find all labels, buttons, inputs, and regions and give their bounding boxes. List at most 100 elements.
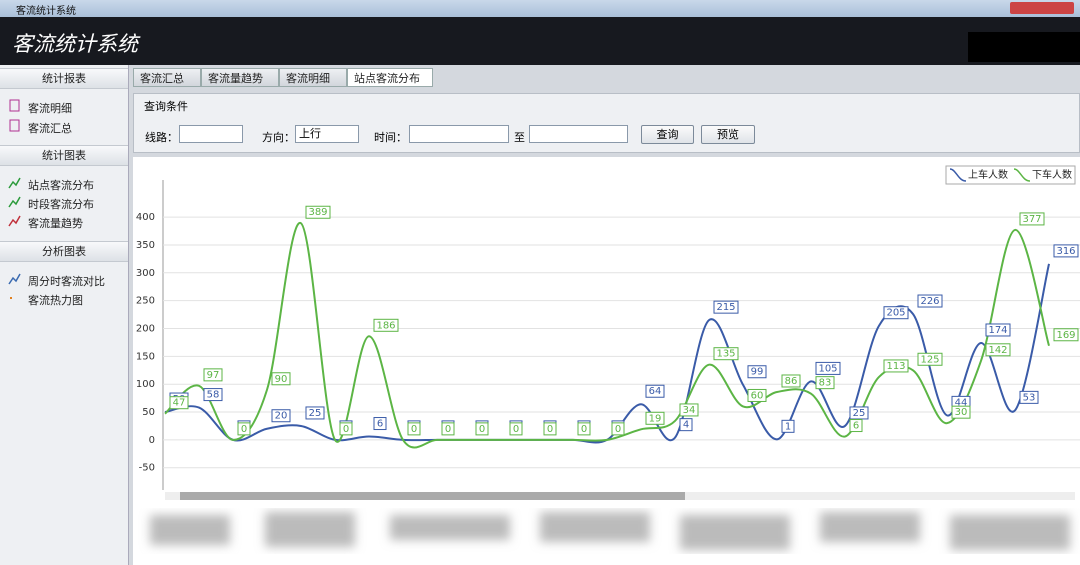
tab-active[interactable]: 站点客流分布	[347, 68, 433, 87]
data-label: 0	[441, 422, 455, 436]
data-label-box	[543, 422, 557, 436]
direction-select[interactable]: 上行	[295, 125, 359, 143]
data-label-text: 6	[853, 421, 859, 432]
data-label-text: 4	[683, 420, 689, 431]
data-label-box	[611, 422, 625, 436]
data-label-box	[645, 384, 665, 398]
field-label: 时间：	[374, 131, 407, 144]
line-select[interactable]	[179, 125, 243, 143]
time-start[interactable]	[409, 125, 509, 143]
data-label: 0	[543, 422, 557, 436]
data-label: 86	[781, 374, 801, 388]
data-label-box	[883, 359, 909, 373]
window-title: 客流统计系统	[16, 6, 76, 17]
data-label: 4	[679, 418, 693, 432]
data-label: 105	[815, 361, 841, 375]
data-label: 58	[203, 388, 223, 402]
app-title: 客流统计系统	[12, 32, 138, 56]
data-label-box	[849, 406, 869, 420]
nav-item[interactable]: 客流量趋势	[28, 217, 83, 230]
data-label: 0	[407, 422, 421, 436]
scroll-thumb[interactable]	[180, 492, 685, 500]
data-label: 25	[305, 406, 325, 420]
nav-item[interactable]: 站点客流分布	[28, 179, 94, 192]
series-line	[164, 222, 1050, 449]
data-label-text: 60	[751, 390, 764, 401]
data-label: 64	[645, 384, 665, 398]
data-label-text: 34	[683, 405, 696, 416]
data-label-text: 174	[988, 325, 1007, 336]
data-label-box	[305, 205, 331, 219]
nav-item[interactable]: 时段客流分布	[28, 198, 94, 211]
data-label: 135	[713, 347, 739, 361]
tab[interactable]: 客流明细	[279, 68, 347, 87]
data-label-text: 44	[955, 397, 968, 408]
data-label-box	[475, 422, 489, 436]
data-label-text: 0	[615, 424, 621, 435]
data-label-text: 389	[308, 207, 327, 218]
group-header[interactable]: 分析图表	[0, 241, 128, 262]
group-header[interactable]: 统计报表	[0, 68, 128, 89]
data-label-text: 226	[920, 296, 939, 307]
data-label-text: 25	[853, 408, 866, 419]
group-header[interactable]: 统计图表	[0, 145, 128, 166]
data-label: 226	[917, 294, 943, 308]
data-label-text: 0	[343, 424, 349, 435]
data-label-box	[1053, 244, 1079, 258]
data-label-text: 53	[1023, 392, 1036, 403]
data-label-text: 125	[920, 354, 939, 365]
data-label-box	[917, 352, 943, 366]
data-label-box	[1019, 390, 1039, 404]
data-label-box	[815, 376, 835, 390]
data-label-text: 64	[649, 386, 662, 397]
data-label: 44	[951, 395, 971, 409]
data-label-text: 135	[716, 349, 735, 360]
data-label-box	[339, 422, 353, 436]
data-label-text: 142	[988, 345, 1007, 356]
nav-item[interactable]: 客流热力图	[28, 294, 83, 307]
time-end[interactable]	[529, 125, 628, 143]
y-tick-label: 150	[136, 351, 155, 362]
data-label-box	[815, 361, 841, 375]
data-label-text: 47	[173, 398, 186, 409]
data-label: 25	[849, 406, 869, 420]
data-label: 205	[883, 306, 909, 320]
panel-title: 查询条件	[144, 100, 188, 113]
nav-item[interactable]: 客流明细	[28, 102, 72, 115]
query-button[interactable]: 查询	[641, 125, 694, 144]
data-label: 174	[985, 323, 1011, 337]
window-controls[interactable]	[1010, 2, 1074, 14]
data-label-text: 186	[376, 320, 395, 331]
blurred-x-labels	[150, 512, 1070, 550]
data-label: 113	[883, 359, 909, 373]
data-label-box	[271, 409, 291, 423]
tab[interactable]: 客流汇总	[133, 68, 201, 87]
data-label: 30	[951, 405, 971, 419]
data-label-text: 20	[275, 411, 288, 422]
data-label: 47	[169, 396, 189, 410]
data-label-text: 215	[716, 302, 735, 313]
data-label: 215	[713, 300, 739, 314]
data-label-box	[203, 388, 223, 402]
data-label-box	[883, 306, 909, 320]
nav-item[interactable]: 客流汇总	[28, 122, 72, 135]
data-label: 169	[1053, 328, 1079, 342]
data-label-box	[577, 422, 591, 436]
data-label-text: 90	[275, 374, 288, 385]
y-tick-label: 350	[136, 240, 155, 251]
tab[interactable]: 客流量趋势	[201, 68, 279, 87]
data-label: 99	[747, 365, 767, 379]
data-label-box	[203, 368, 223, 382]
data-label-box	[985, 343, 1011, 357]
field-label: 线路：	[145, 131, 178, 144]
nav-item[interactable]: 周分时客流对比	[28, 275, 105, 288]
data-label-box	[169, 396, 189, 410]
nav-icons	[8, 99, 21, 299]
data-label-box	[1019, 212, 1045, 226]
data-label-text: 19	[649, 413, 662, 424]
preview-button[interactable]: 预览	[701, 125, 755, 144]
data-label-box	[951, 405, 971, 419]
data-label-box	[781, 419, 795, 433]
